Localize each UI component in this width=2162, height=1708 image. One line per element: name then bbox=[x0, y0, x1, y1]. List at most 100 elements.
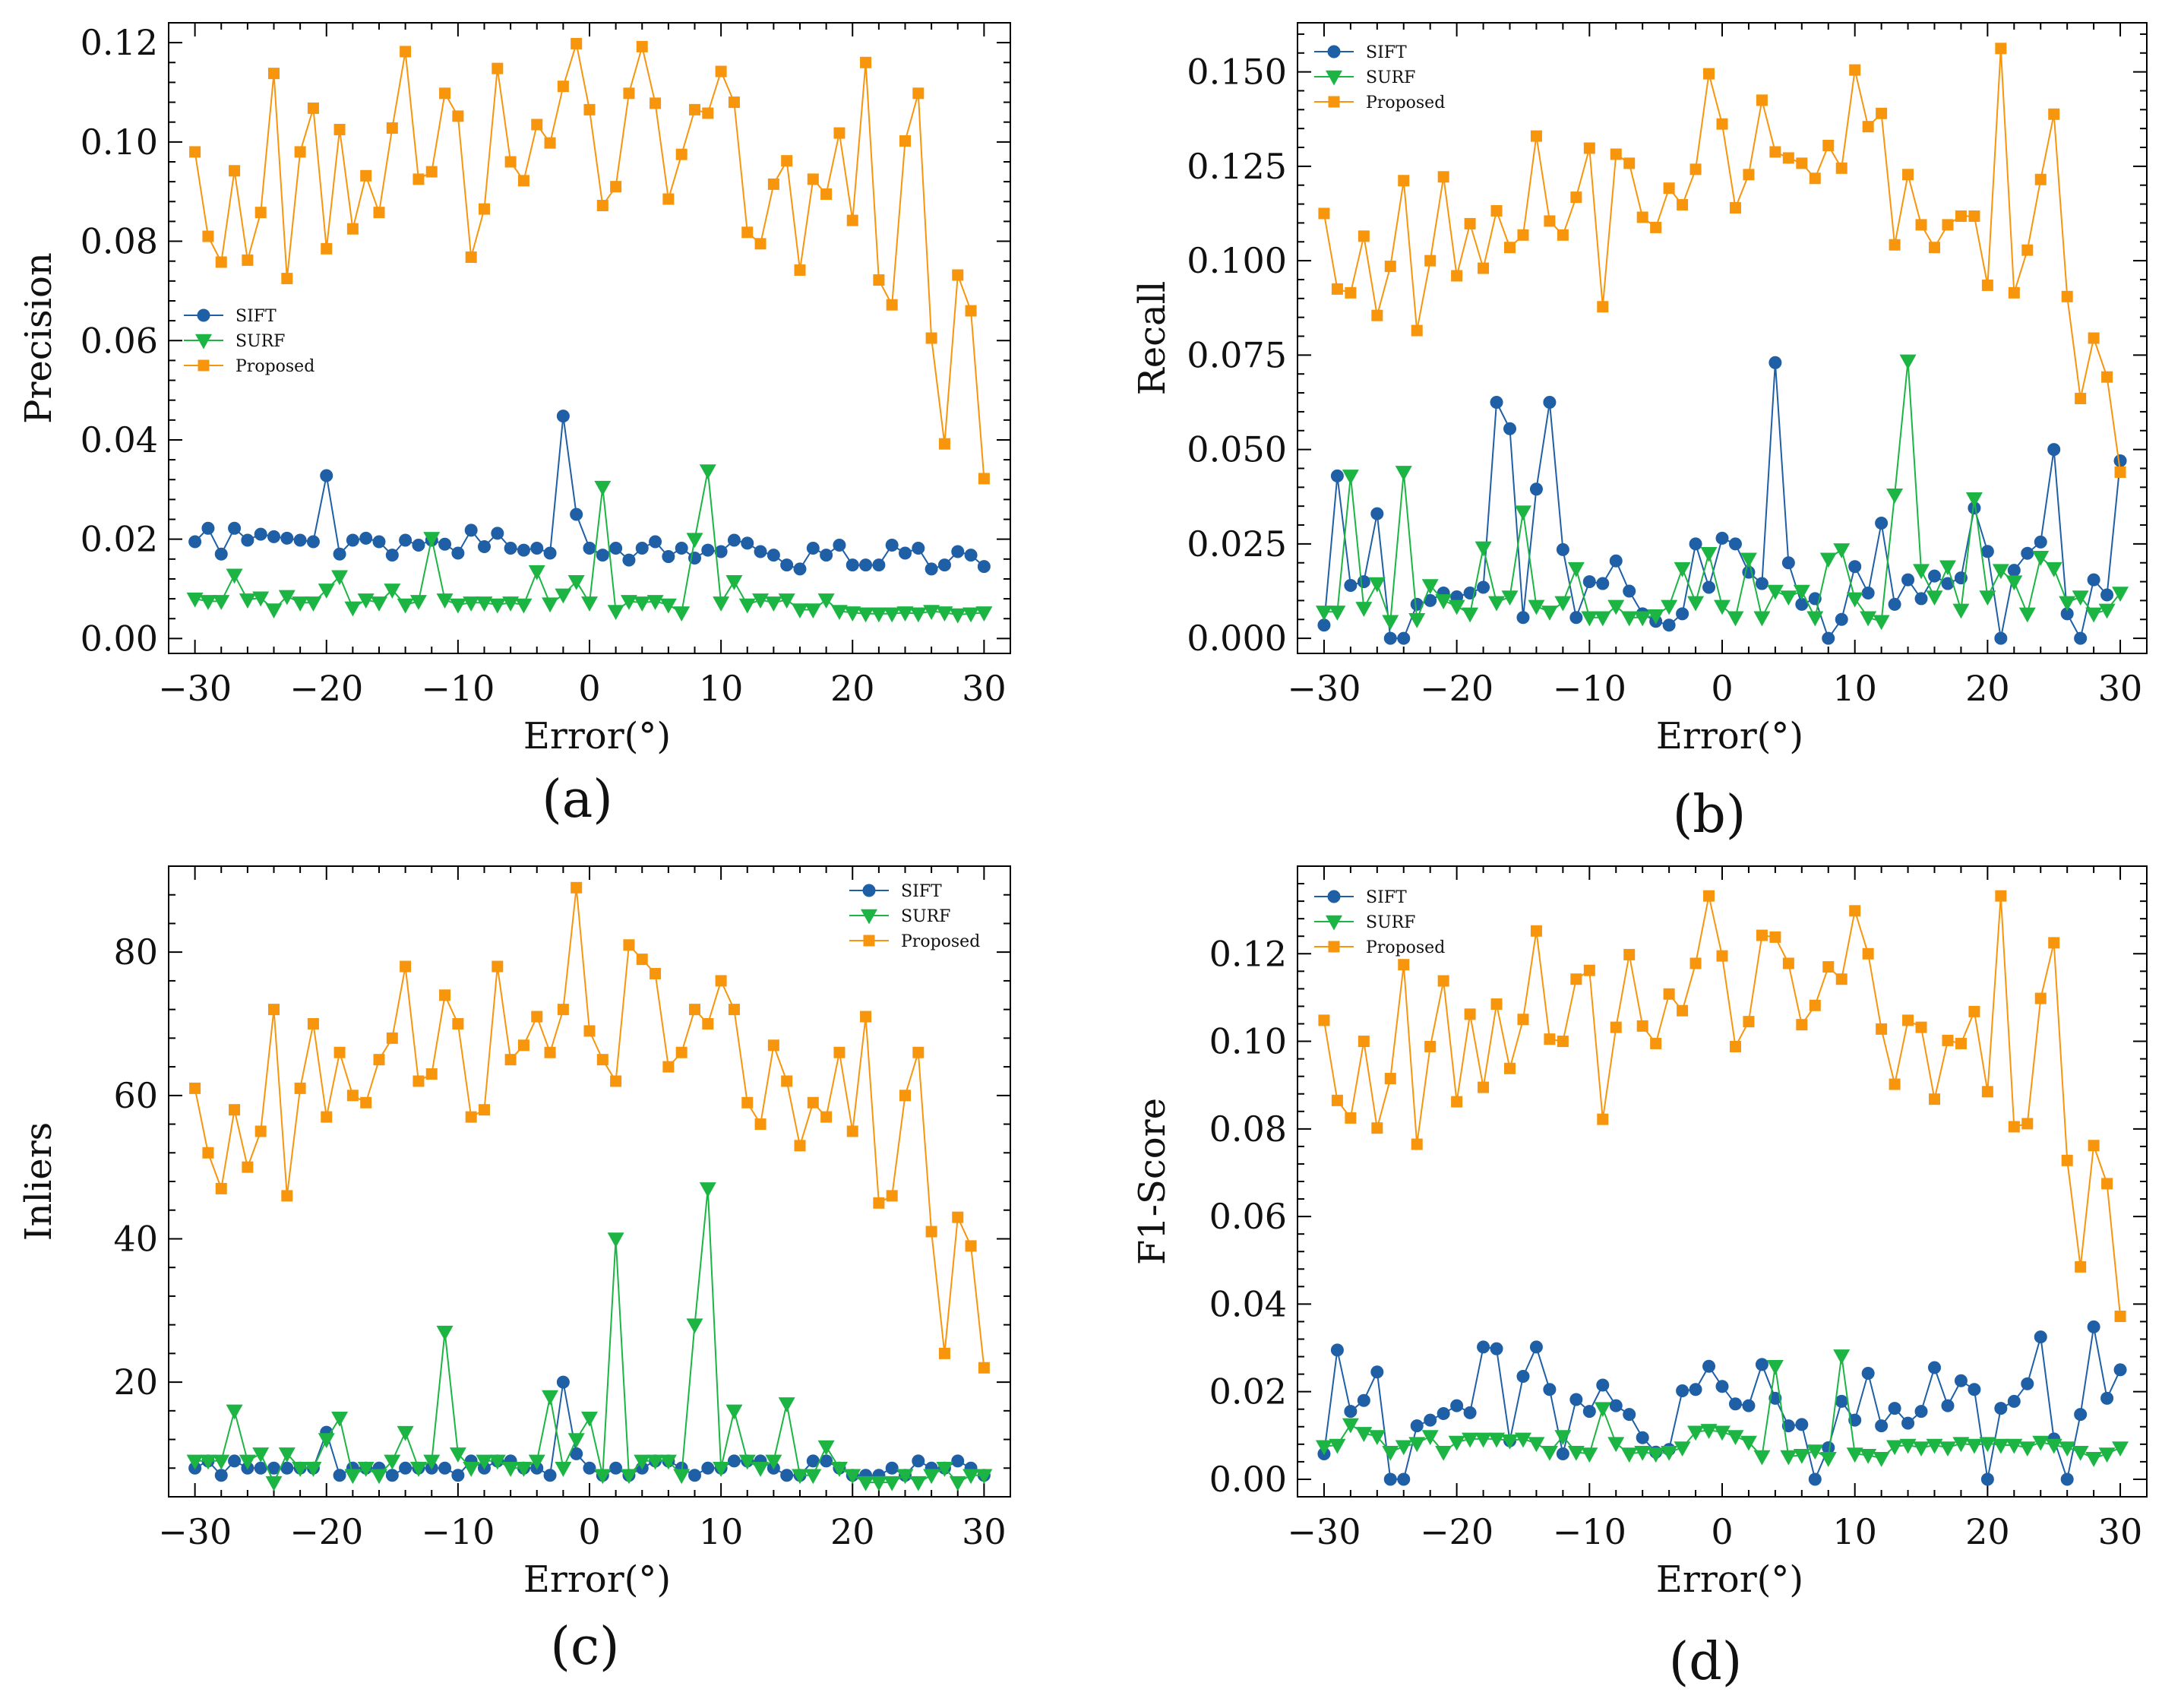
data-point bbox=[1819, 1452, 1837, 1467]
data-point bbox=[242, 254, 254, 266]
data-point bbox=[1411, 324, 1423, 337]
data-point bbox=[1501, 590, 1519, 606]
data-point bbox=[412, 539, 425, 552]
data-point bbox=[609, 541, 623, 555]
legend-label: Proposed bbox=[1366, 93, 1445, 112]
data-point bbox=[830, 605, 848, 620]
data-point bbox=[1862, 947, 1874, 960]
data-point bbox=[1743, 1016, 1755, 1028]
data-point bbox=[384, 584, 401, 599]
data-point bbox=[964, 549, 978, 562]
data-point bbox=[1529, 482, 1543, 496]
data-point bbox=[2021, 1377, 2034, 1390]
data-point bbox=[2021, 244, 2034, 256]
data-point bbox=[951, 1454, 965, 1468]
data-point bbox=[1700, 547, 1718, 562]
data-point bbox=[1714, 599, 1731, 615]
data-point bbox=[962, 607, 980, 623]
data-point bbox=[2032, 1435, 2050, 1451]
data-point bbox=[833, 539, 846, 552]
data-point bbox=[1914, 592, 1928, 606]
data-point bbox=[673, 606, 691, 622]
data-point bbox=[833, 1046, 846, 1058]
data-point bbox=[870, 1476, 887, 1491]
data-point bbox=[229, 165, 241, 177]
data-point bbox=[2032, 551, 2050, 566]
x-tick-label: 0 bbox=[1711, 668, 1733, 709]
data-point bbox=[765, 596, 782, 612]
data-point bbox=[1650, 1037, 1662, 1049]
data-point bbox=[1318, 207, 1330, 220]
y-tick-label: 0.075 bbox=[1187, 334, 1287, 375]
data-point bbox=[844, 1469, 861, 1485]
data-point bbox=[2072, 1445, 2089, 1461]
data-point bbox=[228, 1454, 242, 1468]
data-point bbox=[673, 1469, 691, 1485]
data-point bbox=[1860, 611, 1877, 627]
data-point bbox=[1358, 230, 1370, 242]
data-point bbox=[252, 1447, 270, 1463]
data-point bbox=[371, 596, 387, 612]
data-point bbox=[1926, 590, 1943, 606]
data-point bbox=[346, 1090, 359, 1102]
data-point bbox=[727, 533, 741, 547]
data-point bbox=[596, 200, 608, 212]
data-point bbox=[292, 596, 309, 612]
data-point bbox=[305, 1462, 322, 1477]
data-point bbox=[1902, 169, 1914, 181]
data-point bbox=[1556, 542, 1569, 556]
data-point bbox=[1942, 1034, 1954, 1046]
data-point bbox=[491, 527, 504, 540]
data-point bbox=[1623, 157, 1636, 169]
axes-frame bbox=[168, 22, 1011, 654]
data-point bbox=[1768, 1391, 1782, 1405]
data-point bbox=[1318, 1014, 1330, 1026]
data-point bbox=[817, 1440, 835, 1456]
y-tick-label: 0.08 bbox=[81, 221, 158, 262]
data-point bbox=[728, 96, 740, 109]
y-tick-label: 40 bbox=[113, 1218, 158, 1259]
y-tick-label: 0.00 bbox=[1209, 1459, 1287, 1500]
data-point bbox=[1596, 1378, 1610, 1392]
data-point bbox=[318, 1433, 335, 1449]
data-point bbox=[1846, 1447, 1863, 1463]
legend-marker bbox=[1327, 890, 1341, 903]
data-point bbox=[1861, 1366, 1875, 1380]
data-point bbox=[2060, 1472, 2074, 1486]
legend: SIFT SURF Proposed bbox=[849, 882, 980, 951]
data-point bbox=[754, 1118, 766, 1131]
y-tick-label: 0.00 bbox=[81, 618, 158, 659]
y-tick-label: 0.06 bbox=[81, 320, 158, 361]
data-point bbox=[423, 1454, 441, 1470]
data-point bbox=[1541, 1445, 1558, 1461]
y-tick-label: 0.12 bbox=[1209, 933, 1287, 974]
data-point bbox=[281, 273, 293, 285]
x-tick-label: −30 bbox=[158, 1511, 232, 1552]
data-point bbox=[292, 1462, 309, 1477]
data-point bbox=[1609, 554, 1623, 568]
panel-label: (a) bbox=[542, 770, 613, 830]
data-point bbox=[949, 1476, 966, 1491]
data-point bbox=[1822, 140, 1835, 152]
data-point bbox=[344, 601, 362, 617]
data-point bbox=[1530, 925, 1542, 937]
data-point bbox=[1528, 599, 1545, 615]
data-point bbox=[451, 1469, 465, 1482]
data-point bbox=[596, 549, 609, 562]
data-point bbox=[1501, 1434, 1519, 1450]
data-point bbox=[1782, 957, 1794, 969]
data-point bbox=[1716, 950, 1728, 962]
data-point bbox=[807, 1096, 819, 1109]
data-point bbox=[1992, 564, 2009, 580]
data-point bbox=[754, 238, 766, 250]
y-axis-label: Inliers bbox=[17, 1122, 60, 1241]
data-point bbox=[830, 1462, 848, 1477]
x-tick-label: 30 bbox=[2098, 668, 2143, 709]
data-point bbox=[1715, 1380, 1729, 1393]
legend-marker bbox=[863, 935, 875, 947]
data-point bbox=[463, 1462, 480, 1477]
data-point bbox=[1899, 354, 1917, 370]
data-point bbox=[1398, 959, 1410, 971]
data-point bbox=[978, 473, 990, 485]
data-point bbox=[1968, 1005, 1980, 1017]
